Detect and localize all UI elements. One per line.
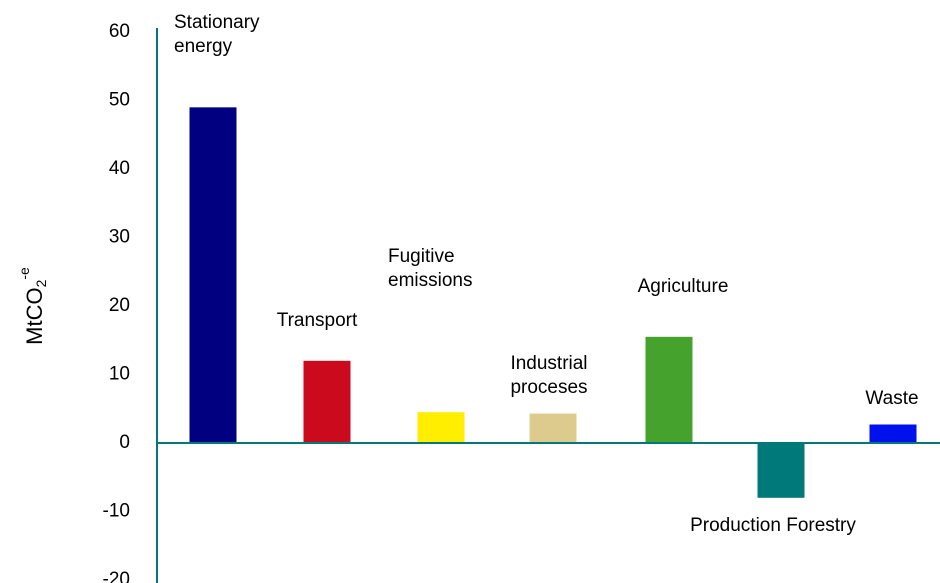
bar bbox=[303, 360, 351, 443]
bar-label-line: Stationary bbox=[174, 12, 260, 33]
y-tick-label: 50 bbox=[109, 90, 130, 111]
bar-label: Agriculture bbox=[638, 276, 729, 297]
bar bbox=[529, 413, 577, 443]
y-tick-label: 10 bbox=[109, 364, 130, 385]
bar bbox=[869, 424, 917, 443]
bar bbox=[645, 336, 693, 443]
y-tick-label: 60 bbox=[109, 21, 130, 42]
bar-label-line: Fugitive bbox=[388, 246, 455, 267]
y-axis-title-subscript: 2 bbox=[33, 279, 49, 287]
y-tick-label: 30 bbox=[109, 227, 130, 248]
bar-label: Fugitive emissions bbox=[388, 246, 472, 291]
bar-label-line: energy bbox=[174, 36, 233, 57]
y-tick-label: 40 bbox=[109, 158, 130, 179]
y-axis-title-superscript: -e bbox=[16, 267, 32, 280]
bar-label: Production Forestry bbox=[690, 515, 856, 536]
bar bbox=[757, 443, 805, 498]
bar-label: Stationary energy bbox=[174, 12, 260, 57]
bar-label-line: proceses bbox=[510, 377, 587, 398]
axes bbox=[156, 28, 940, 583]
y-axis-title-main: MtCO bbox=[22, 287, 47, 344]
bar-label-line: Transport bbox=[277, 310, 358, 331]
bar-label-line: Agriculture bbox=[638, 276, 729, 297]
bars bbox=[189, 107, 917, 498]
y-axis-title: MtCO2-e bbox=[16, 267, 49, 345]
y-axis-label: MtCO2-e bbox=[16, 267, 49, 345]
y-axis-ticks: 60 50 40 30 20 10 0 -10 -20 bbox=[103, 21, 130, 583]
bar bbox=[417, 412, 465, 443]
bar-label-line: Waste bbox=[865, 388, 918, 409]
bar bbox=[189, 107, 237, 443]
y-tick-label: 0 bbox=[119, 432, 130, 453]
bar-label: Transport bbox=[277, 310, 358, 331]
bar-label-line: emissions bbox=[388, 270, 472, 291]
y-tick-label: 20 bbox=[109, 295, 130, 316]
bar-label: Waste bbox=[865, 388, 918, 409]
y-tick-label: -10 bbox=[103, 501, 130, 522]
bar-label-line: Production Forestry bbox=[690, 515, 856, 536]
bar-labels: Stationary energy Transport Fugitive emissio… bbox=[174, 12, 919, 536]
bar-label: Industrial proceses bbox=[510, 353, 587, 398]
bar-label-line: Industrial bbox=[510, 353, 587, 374]
y-tick-label: -20 bbox=[103, 569, 130, 583]
